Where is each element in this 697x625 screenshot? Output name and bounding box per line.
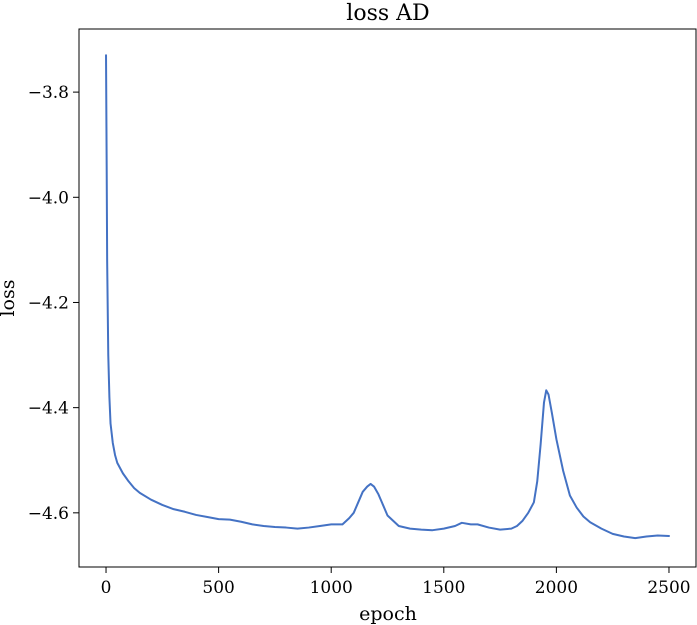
x-tick-label: 1000: [310, 578, 353, 598]
y-axis-label: loss: [0, 279, 19, 316]
y-tick-label: −4.0: [28, 188, 69, 208]
y-tick-label: −4.2: [28, 293, 69, 313]
x-tick-label: 2500: [647, 578, 690, 598]
x-tick-label: 0: [101, 578, 112, 598]
chart-title: loss AD: [346, 1, 429, 26]
loss-series-line: [105, 54, 670, 540]
y-tick-label: −3.8: [28, 83, 69, 103]
y-tick-label: −4.4: [28, 399, 69, 419]
plot-frame: [78, 28, 697, 568]
x-tick-label: 500: [202, 578, 234, 598]
x-tick-label: 1500: [422, 578, 465, 598]
x-axis-label: epoch: [359, 603, 417, 625]
series-layer: [105, 54, 670, 540]
y-axis-ticks: −4.6 −4.4 −4.2 −4.0 −3.8: [28, 83, 79, 524]
y-tick-label: −4.6: [28, 504, 69, 524]
x-tick-label: 2000: [535, 578, 578, 598]
x-axis-ticks: 0 500 1000 1500 2000 2500: [101, 567, 691, 598]
